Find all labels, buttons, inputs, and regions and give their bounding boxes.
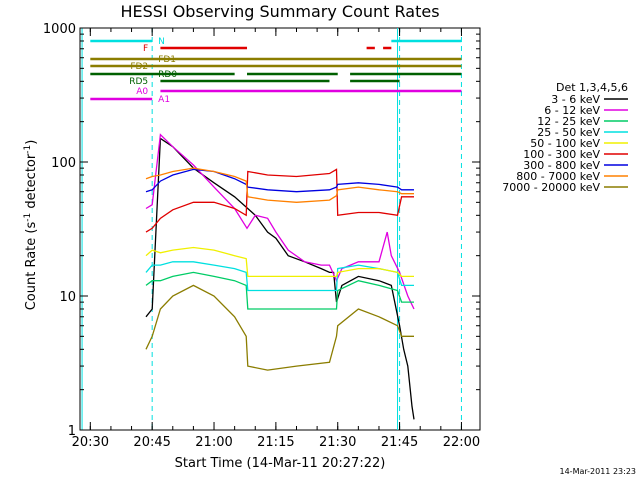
flag-label-RD0: RD0 xyxy=(158,70,177,80)
y-axis-label-part3: ) xyxy=(24,140,39,145)
x-tick-label-4: 21:30 xyxy=(319,435,356,450)
y-axis-label-part1: Count Rate (s xyxy=(24,222,39,311)
x-tick-label-2: 21:00 xyxy=(195,435,232,450)
plot-frame xyxy=(79,27,481,431)
flag-label-FD2: FD2 xyxy=(130,62,148,72)
legend-label-5: 100 - 300 keV xyxy=(523,148,600,161)
y-axis: 1 10 100 1000 xyxy=(43,22,480,439)
x-axis: 20:30 20:45 21:00 21:15 21:30 21:45 22:00 xyxy=(72,28,480,450)
legend-label-8: 7000 - 20000 keV xyxy=(502,181,600,194)
x-axis-label: Start Time (14-Mar-11 20:27:22) xyxy=(175,456,386,471)
series-line-0 xyxy=(145,137,415,420)
series-line-7 xyxy=(145,167,414,203)
legend-label-7: 800 - 7000 keV xyxy=(516,170,600,183)
flag-label-N: N xyxy=(158,37,165,47)
legend-label-3: 25 - 50 keV xyxy=(537,126,600,139)
chart-title: HESSI Observing Summary Count Rates xyxy=(120,2,439,21)
flag-label-F: F xyxy=(143,44,148,54)
legend-label-4: 50 - 100 keV xyxy=(530,137,600,150)
y-axis-label-part2: detector xyxy=(24,153,39,213)
flag-label-A1: A1 xyxy=(158,95,170,105)
legend-label-6: 300 - 800 keV xyxy=(523,159,600,172)
y-tick-label-0: 1 xyxy=(68,424,76,439)
x-tick-label-6: 22:00 xyxy=(443,435,480,450)
series-line-4 xyxy=(145,246,414,278)
legend-label-0: 3 - 6 keV xyxy=(551,93,600,106)
flag-label-RD5: RD5 xyxy=(129,77,148,87)
x-tick-label-0: 20:30 xyxy=(72,435,109,450)
flag-label-FD1: FD1 xyxy=(158,55,176,65)
y-axis-label-sup2: -1 xyxy=(23,145,33,154)
legend-label-2: 12 - 25 keV xyxy=(537,115,600,128)
series-line-2 xyxy=(145,271,414,310)
y-tick-label-2: 100 xyxy=(51,156,76,171)
series-line-5 xyxy=(145,168,414,233)
series-line-6 xyxy=(145,168,414,193)
x-tick-label-3: 21:15 xyxy=(257,435,294,450)
x-tick-label-5: 21:45 xyxy=(381,435,418,450)
y-tick-label-3: 1000 xyxy=(43,22,76,37)
footer-timestamp: 14-Mar-2011 23:23 xyxy=(560,467,637,476)
y-axis-label: Count Rate (s-1 detector-1) xyxy=(23,140,39,311)
x-tick-label-1: 20:45 xyxy=(133,435,170,450)
y-axis-label-sup1: -1 xyxy=(23,213,33,222)
legend-header: Det 1,3,4,5,6 xyxy=(556,81,628,94)
flag-label-A0: A0 xyxy=(136,87,148,97)
y-tick-label-1: 10 xyxy=(59,290,76,305)
series-line-8 xyxy=(145,284,414,371)
series-line-1 xyxy=(145,133,415,310)
legend-label-1: 6 - 12 keV xyxy=(544,104,600,117)
